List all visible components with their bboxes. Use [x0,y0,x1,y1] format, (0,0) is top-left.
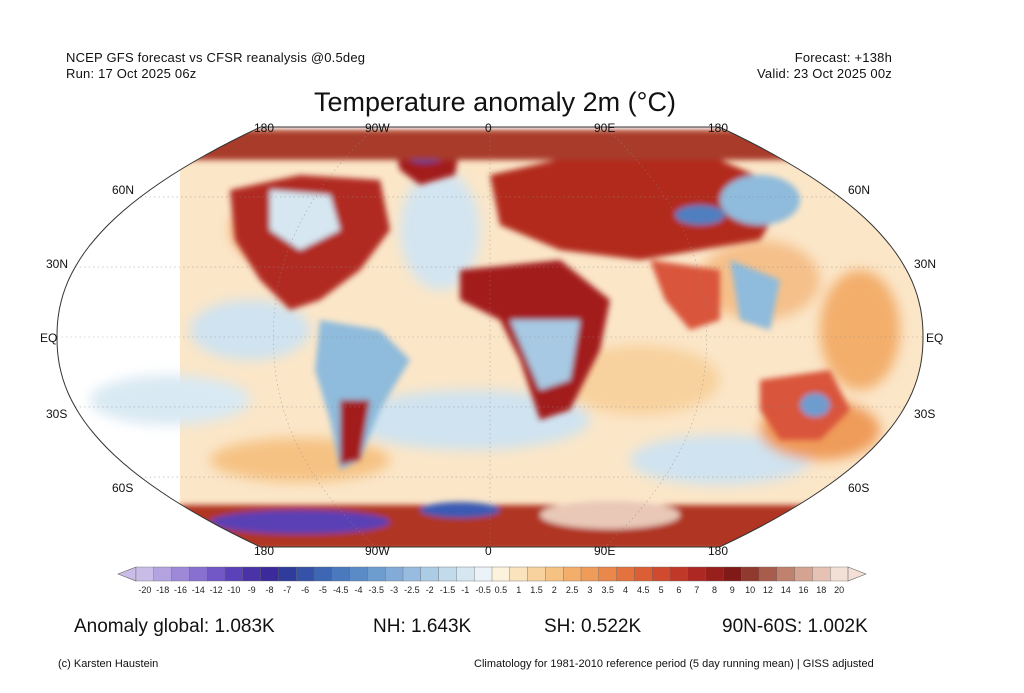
lat-label-right-eq: EQ [926,331,944,345]
model-description: NCEP GFS forecast vs CFSR reanalysis @0.… [66,50,366,65]
lon-label-bottom-0: 0 [485,544,492,558]
lon-label-top-180e: 180 [708,121,729,135]
valid-time: Valid: 23 Oct 2025 00z [757,66,892,81]
run-time: Run: 17 Oct 2025 06z [66,66,197,81]
lon-label-bottom-90w: 90W [365,544,390,558]
lat-label-left-60n: 60N [112,183,135,197]
lat-label-right-60s: 60S [848,481,870,495]
stat-sh: SH: 0.522K [544,616,642,637]
lat-label-left-eq: EQ [40,331,58,345]
stat-90n-60s: 90N-60S: 1.002K [722,616,868,637]
map-field [57,127,923,547]
header-left: NCEP GFS forecast vs CFSR reanalysis @0.… [66,50,365,82]
lon-label-top-90e: 90E [594,121,616,135]
lat-label-right-60n: 60N [848,183,871,197]
credit: (c) Karsten Haustein [58,658,159,670]
forecast-hour: Forecast: +138h [794,50,892,65]
lon-label-top-0: 0 [485,121,492,135]
lat-label-right-30s: 30S [914,407,936,421]
lon-label-top-180w: 180 [254,121,275,135]
lon-label-bottom-180w: 180 [254,544,275,558]
lon-label-bottom-90e: 90E [594,544,616,558]
lon-label-top-90w: 90W [365,121,390,135]
map-border [56,126,924,548]
lat-label-left-30s: 30S [46,407,68,421]
lat-label-right-30n: 30N [914,257,937,271]
lat-label-left-30n: 30N [46,257,69,271]
climatology-note: Climatology for 1981-2010 reference peri… [474,658,874,670]
lon-label-bottom-180e: 180 [708,544,729,558]
map-title: Temperature anomaly 2m (°C) [314,87,676,117]
stat-nh: NH: 1.643K [373,616,472,637]
lat-label-left-60s: 60S [112,481,134,495]
graticule [57,127,923,547]
stat-global: Anomaly global: 1.083K [74,616,275,637]
header-right: Forecast: +138h Valid: 23 Oct 2025 00z [757,50,892,82]
